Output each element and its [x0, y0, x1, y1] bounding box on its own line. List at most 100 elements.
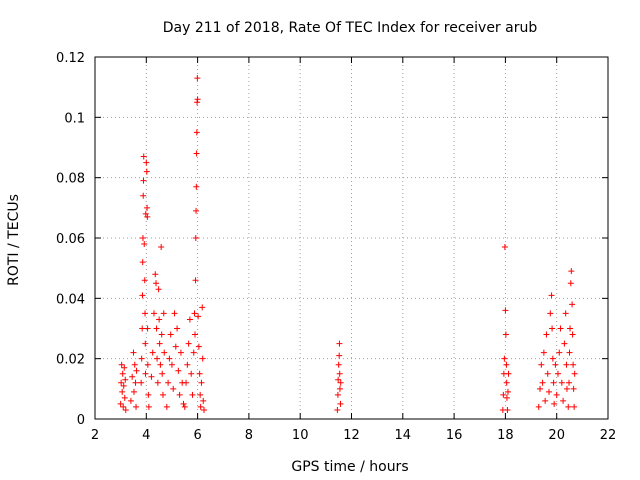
- data-point: [193, 129, 200, 136]
- data-point: [500, 391, 507, 398]
- data-point: [334, 391, 341, 398]
- data-point: [194, 75, 201, 82]
- x-tick-label: 12: [343, 428, 360, 443]
- data-point: [196, 370, 203, 377]
- data-point: [130, 388, 137, 395]
- data-point: [161, 349, 168, 356]
- data-point: [172, 343, 179, 350]
- data-point: [163, 403, 170, 410]
- data-points: [117, 75, 578, 413]
- data-point: [185, 340, 192, 347]
- data-point: [156, 340, 163, 347]
- data-point: [567, 325, 574, 332]
- data-point: [550, 379, 557, 386]
- data-point: [132, 379, 139, 386]
- data-point: [138, 379, 145, 386]
- data-point: [504, 406, 511, 413]
- x-tick-label: 8: [245, 428, 253, 443]
- data-point: [144, 204, 151, 211]
- data-point: [194, 96, 201, 103]
- data-point: [168, 361, 175, 368]
- y-tick-labels: 0 0.02 0.04 0.06 0.08 0.1 0.12: [56, 51, 85, 428]
- data-point: [190, 349, 197, 356]
- data-point: [558, 379, 565, 386]
- data-point: [154, 379, 161, 386]
- data-point: [156, 316, 163, 323]
- data-point: [335, 361, 342, 368]
- data-point: [130, 349, 137, 356]
- data-point: [154, 355, 161, 362]
- data-point: [121, 394, 128, 401]
- y-axis-label: ROTI / TECUs: [6, 194, 22, 286]
- data-point: [138, 355, 145, 362]
- data-point: [198, 379, 205, 386]
- data-point: [546, 388, 553, 395]
- data-point: [121, 364, 128, 371]
- data-point: [199, 355, 206, 362]
- data-point: [192, 235, 199, 241]
- data-point: [160, 310, 167, 317]
- data-point: [538, 361, 545, 368]
- data-point: [143, 168, 150, 175]
- data-point: [195, 343, 202, 350]
- data-point: [565, 403, 572, 410]
- data-point: [334, 406, 341, 413]
- data-point: [337, 379, 344, 386]
- x-tick-label: 20: [548, 428, 565, 443]
- data-point: [569, 331, 576, 338]
- data-point: [119, 370, 126, 377]
- data-point: [552, 361, 559, 368]
- x-tick-label: 22: [600, 428, 617, 443]
- data-point: [166, 355, 173, 362]
- data-point: [186, 316, 193, 323]
- data-point: [120, 403, 127, 410]
- data-point: [152, 271, 159, 278]
- axis-ticks: [94, 56, 609, 420]
- data-point: [195, 313, 202, 320]
- data-point: [184, 361, 191, 368]
- data-point: [556, 349, 563, 356]
- data-point: [174, 325, 181, 332]
- data-point: [194, 99, 201, 106]
- y-tick-label: 0.1: [64, 111, 85, 126]
- y-tick-label: 0.06: [56, 232, 85, 247]
- data-point: [144, 361, 151, 368]
- y-tick-label: 0.02: [56, 353, 85, 368]
- data-point: [139, 235, 146, 241]
- x-axis-label: GPS time / hours: [291, 459, 408, 475]
- data-point: [193, 207, 200, 214]
- y-tick-label: 0.12: [56, 51, 85, 66]
- data-point: [158, 244, 165, 251]
- data-point: [189, 391, 196, 398]
- data-point: [336, 340, 343, 347]
- data-point: [157, 361, 164, 368]
- data-point: [336, 370, 343, 377]
- data-point: [183, 379, 190, 386]
- data-point: [155, 286, 162, 293]
- data-point: [133, 367, 140, 374]
- data-point: [567, 280, 574, 287]
- data-point: [175, 367, 182, 374]
- data-point: [566, 349, 573, 356]
- data-point: [537, 385, 544, 392]
- data-point: [503, 394, 510, 401]
- data-point: [159, 391, 166, 398]
- data-point: [159, 370, 166, 377]
- data-point: [153, 325, 160, 332]
- data-point: [150, 310, 157, 317]
- data-point: [117, 400, 124, 407]
- data-point: [131, 361, 138, 368]
- data-point: [200, 397, 207, 404]
- data-point: [191, 310, 198, 317]
- data-point: [570, 385, 577, 392]
- data-point: [165, 379, 172, 386]
- data-point: [562, 310, 569, 317]
- data-point: [145, 391, 152, 398]
- data-point: [544, 370, 551, 377]
- data-point: [118, 361, 125, 368]
- data-point: [337, 400, 344, 407]
- data-point: [143, 159, 150, 166]
- data-point: [543, 331, 550, 338]
- data-point: [549, 355, 556, 362]
- data-point: [563, 361, 570, 368]
